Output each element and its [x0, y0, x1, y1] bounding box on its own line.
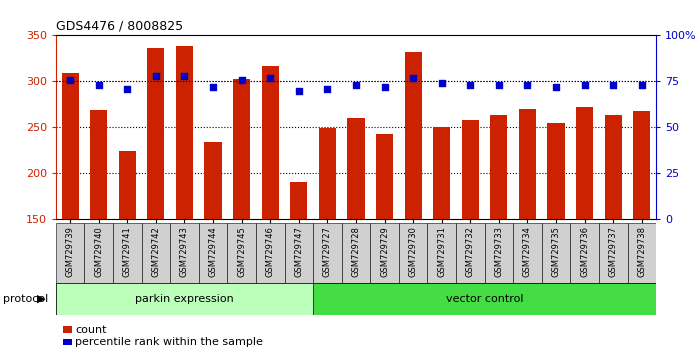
- Point: [293, 88, 304, 93]
- Text: GSM729732: GSM729732: [466, 226, 475, 277]
- Point: [265, 75, 276, 81]
- FancyBboxPatch shape: [142, 223, 170, 283]
- Text: GSM729737: GSM729737: [609, 226, 618, 277]
- Text: GSM729727: GSM729727: [323, 226, 332, 277]
- FancyBboxPatch shape: [170, 223, 199, 283]
- FancyBboxPatch shape: [313, 223, 342, 283]
- Text: GSM729728: GSM729728: [352, 226, 360, 277]
- Bar: [348, 118, 364, 219]
- Text: GSM729742: GSM729742: [151, 226, 161, 277]
- Point: [322, 86, 333, 92]
- Bar: [490, 115, 507, 219]
- Bar: [90, 110, 107, 219]
- FancyBboxPatch shape: [342, 223, 370, 283]
- Text: GSM729744: GSM729744: [209, 226, 218, 277]
- Point: [608, 82, 619, 88]
- Text: parkin expression: parkin expression: [135, 294, 234, 304]
- Text: GSM729743: GSM729743: [180, 226, 189, 277]
- FancyBboxPatch shape: [199, 223, 228, 283]
- FancyBboxPatch shape: [456, 223, 484, 283]
- Bar: [61, 73, 79, 219]
- FancyBboxPatch shape: [542, 223, 570, 283]
- FancyBboxPatch shape: [628, 223, 656, 283]
- Bar: [633, 111, 651, 219]
- FancyBboxPatch shape: [56, 223, 84, 283]
- Text: GSM729747: GSM729747: [295, 226, 304, 277]
- Text: GSM729729: GSM729729: [380, 226, 389, 277]
- Text: protocol: protocol: [3, 294, 49, 304]
- Bar: [205, 142, 222, 219]
- Text: GSM729738: GSM729738: [637, 226, 646, 277]
- Text: percentile rank within the sample: percentile rank within the sample: [75, 337, 263, 347]
- FancyBboxPatch shape: [484, 223, 513, 283]
- Bar: [147, 48, 165, 219]
- FancyBboxPatch shape: [228, 223, 256, 283]
- Text: GSM729745: GSM729745: [237, 226, 246, 277]
- Text: ▶: ▶: [37, 294, 45, 304]
- Point: [522, 82, 533, 88]
- FancyBboxPatch shape: [513, 223, 542, 283]
- Point: [637, 82, 648, 88]
- Bar: [119, 152, 136, 219]
- FancyBboxPatch shape: [427, 223, 456, 283]
- Text: GSM729736: GSM729736: [580, 226, 589, 277]
- Text: GSM729731: GSM729731: [437, 226, 446, 277]
- FancyBboxPatch shape: [285, 223, 313, 283]
- Bar: [56, 283, 313, 315]
- Point: [207, 84, 218, 90]
- Text: GSM729739: GSM729739: [66, 226, 75, 277]
- Text: GSM729734: GSM729734: [523, 226, 532, 277]
- Point: [64, 77, 75, 82]
- Text: count: count: [75, 325, 107, 335]
- Point: [350, 82, 362, 88]
- Text: GDS4476 / 8008825: GDS4476 / 8008825: [56, 20, 183, 33]
- Point: [436, 80, 447, 86]
- Point: [179, 73, 190, 79]
- Bar: [576, 107, 593, 219]
- FancyBboxPatch shape: [370, 223, 399, 283]
- Bar: [519, 109, 536, 219]
- Point: [150, 73, 161, 79]
- Bar: [233, 79, 250, 219]
- Bar: [433, 126, 450, 219]
- Text: GSM729733: GSM729733: [494, 226, 503, 277]
- Bar: [604, 115, 622, 219]
- Point: [408, 75, 419, 81]
- Bar: [262, 66, 279, 219]
- Text: GSM729740: GSM729740: [94, 226, 103, 277]
- FancyBboxPatch shape: [84, 223, 113, 283]
- FancyBboxPatch shape: [399, 223, 427, 283]
- Point: [379, 84, 390, 90]
- Bar: [290, 182, 307, 219]
- Point: [493, 82, 505, 88]
- Bar: [547, 123, 565, 219]
- Point: [236, 77, 247, 82]
- Text: GSM729741: GSM729741: [123, 226, 132, 277]
- Text: GSM729735: GSM729735: [551, 226, 560, 277]
- Text: GSM729730: GSM729730: [408, 226, 417, 277]
- Text: GSM729746: GSM729746: [266, 226, 275, 277]
- Bar: [462, 120, 479, 219]
- Point: [465, 82, 476, 88]
- Bar: [405, 52, 422, 219]
- Text: vector control: vector control: [446, 294, 524, 304]
- FancyBboxPatch shape: [256, 223, 285, 283]
- FancyBboxPatch shape: [113, 223, 142, 283]
- Bar: [376, 134, 393, 219]
- Bar: [319, 129, 336, 219]
- Point: [551, 84, 562, 90]
- Bar: [176, 46, 193, 219]
- Point: [579, 82, 591, 88]
- FancyBboxPatch shape: [570, 223, 599, 283]
- Point: [93, 82, 104, 88]
- Bar: [313, 283, 656, 315]
- Point: [121, 86, 133, 92]
- FancyBboxPatch shape: [599, 223, 628, 283]
